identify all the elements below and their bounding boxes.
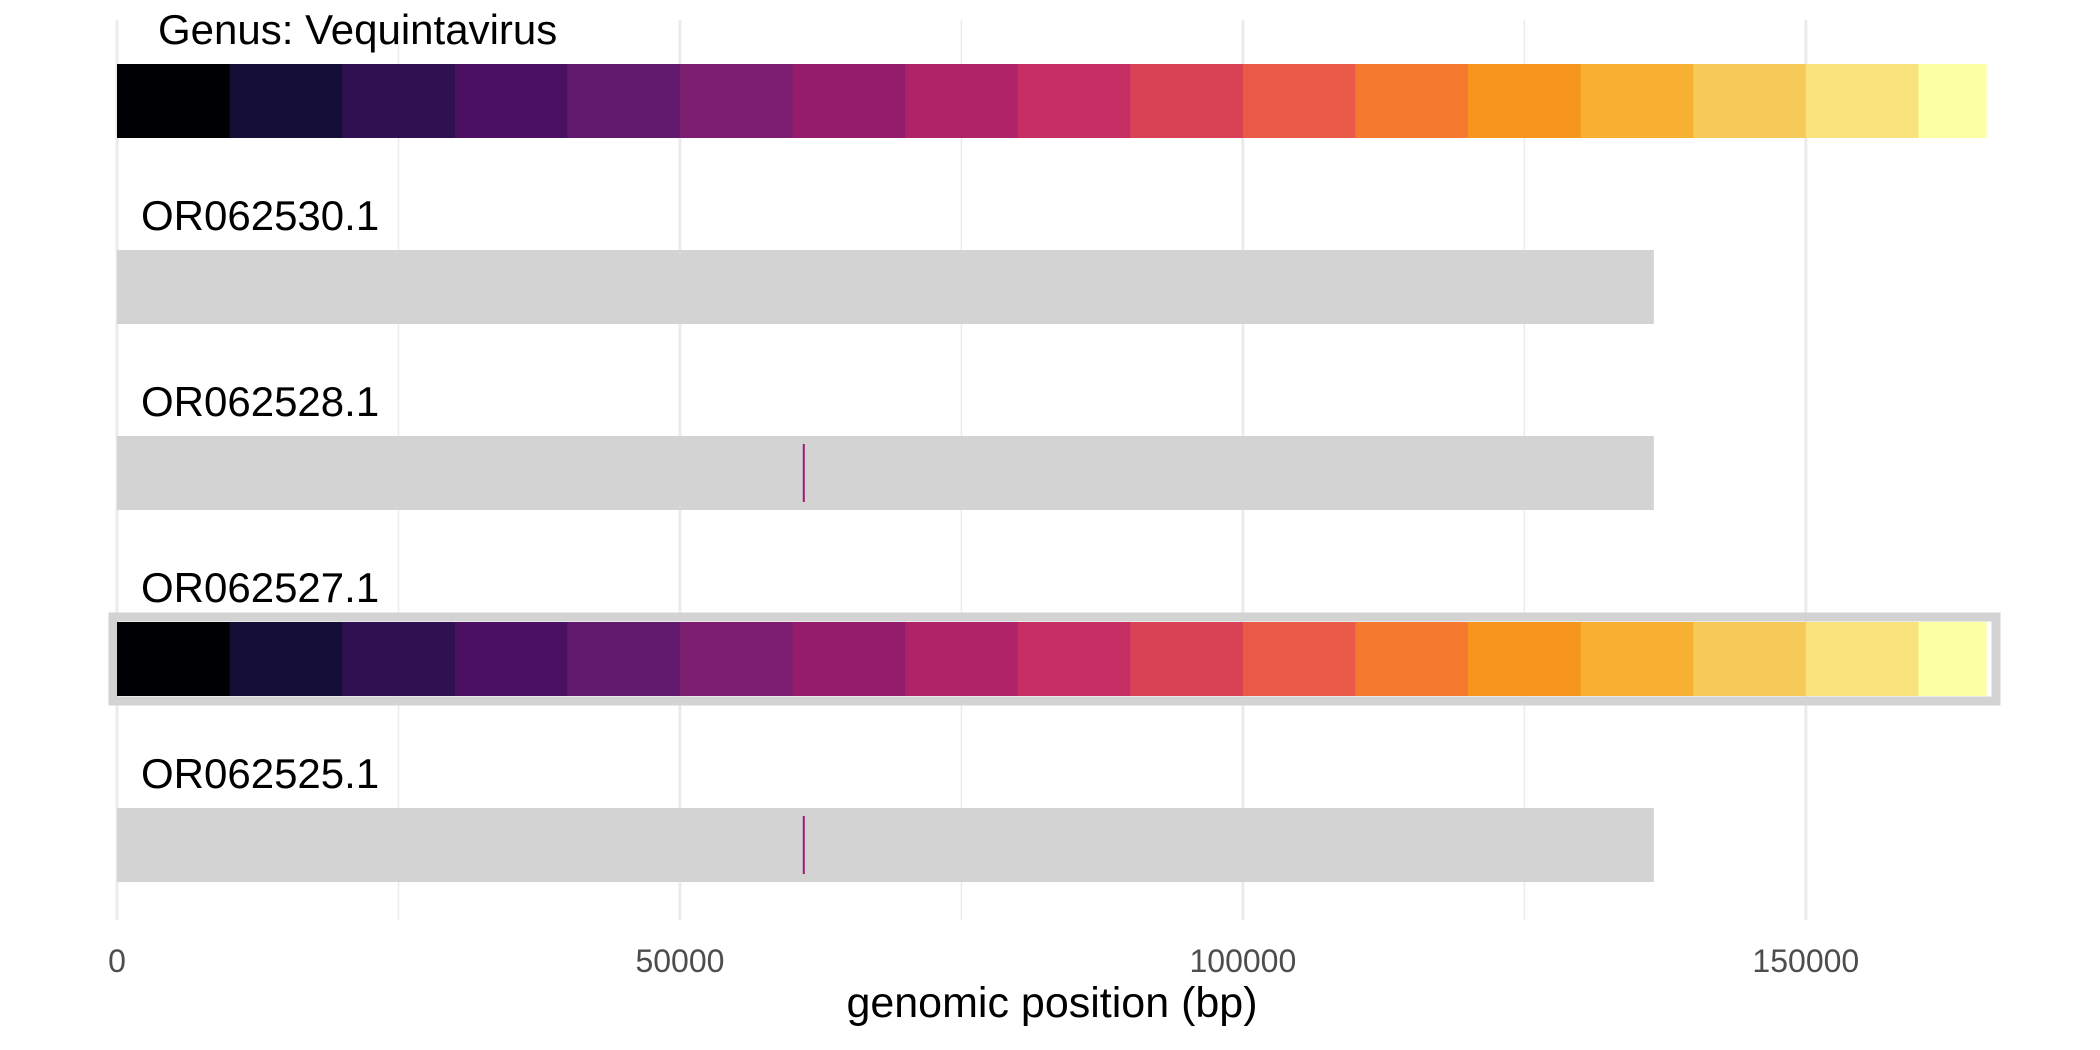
track-3-segment-9 xyxy=(1017,622,1131,696)
track-3-segment-11 xyxy=(1242,622,1357,696)
reference-segment-10 xyxy=(1130,64,1244,138)
reference-segment-1 xyxy=(117,64,231,138)
reference-segment-5 xyxy=(567,64,681,138)
reference-segment-12 xyxy=(1355,64,1469,138)
reference-segment-2 xyxy=(229,64,343,138)
track-bar xyxy=(117,250,1654,324)
variant-mark xyxy=(802,444,805,502)
track-3-segment-8 xyxy=(905,622,1019,696)
track-3-segment-16 xyxy=(1805,622,1920,696)
reference-segment-6 xyxy=(679,64,794,138)
track-OR062530.1 xyxy=(117,250,1654,324)
track-OR062528.1 xyxy=(117,436,1654,510)
track-outline xyxy=(108,612,2001,706)
tracks xyxy=(108,64,2001,882)
reference-segment-14 xyxy=(1580,64,1694,138)
track-bar xyxy=(117,808,1654,882)
track-3-segment-1 xyxy=(117,622,231,696)
reference-segment-9 xyxy=(1017,64,1131,138)
x-tick-label: 50000 xyxy=(635,943,724,979)
reference-segment-16 xyxy=(1805,64,1920,138)
reference-segment-7 xyxy=(792,64,906,138)
track-3-segment-12 xyxy=(1355,622,1469,696)
reference-segment-4 xyxy=(454,64,568,138)
track-3-segment-2 xyxy=(229,622,343,696)
track-label-OR062527.1: OR062527.1 xyxy=(141,564,379,611)
track-3-segment-15 xyxy=(1693,622,1807,696)
track-3-segment-3 xyxy=(342,622,456,696)
x-axis-title: genomic position (bp) xyxy=(846,979,1257,1027)
x-axis-ticks: 0 50000 100000 150000 xyxy=(108,943,1859,979)
track-3-segment-10 xyxy=(1130,622,1244,696)
variant-mark xyxy=(802,816,805,874)
track-label-OR062530.1: OR062530.1 xyxy=(141,192,379,239)
track-3-segment-6 xyxy=(679,622,794,696)
track-label-OR062528.1: OR062528.1 xyxy=(141,378,379,425)
reference-segment-8 xyxy=(905,64,1019,138)
track-OR062525.1 xyxy=(117,808,1654,882)
reference-segment-17 xyxy=(1918,64,1987,138)
x-tick-label: 0 xyxy=(108,943,126,979)
reference-segment-11 xyxy=(1242,64,1357,138)
reference-segment-13 xyxy=(1468,64,1582,138)
x-tick-label: 150000 xyxy=(1752,943,1859,979)
track-3-segment-5 xyxy=(567,622,681,696)
reference-label: Genus: Vequintavirus xyxy=(158,6,557,53)
track-OR062527.1 xyxy=(108,612,2001,706)
track-3-segment-4 xyxy=(454,622,568,696)
track-labels: Genus: Vequintavirus OR062530.1 OR062528.1… xyxy=(141,6,557,797)
x-tick-label: 100000 xyxy=(1189,943,1296,979)
reference-segment-3 xyxy=(342,64,456,138)
reference-segment-15 xyxy=(1693,64,1807,138)
track-3-segment-13 xyxy=(1468,622,1582,696)
track-3-segment-14 xyxy=(1580,622,1694,696)
track-bar xyxy=(117,436,1654,510)
track-3-segment-17 xyxy=(1918,622,1987,696)
track-3-segment-7 xyxy=(792,622,906,696)
track-label-OR062525.1: OR062525.1 xyxy=(141,750,379,797)
